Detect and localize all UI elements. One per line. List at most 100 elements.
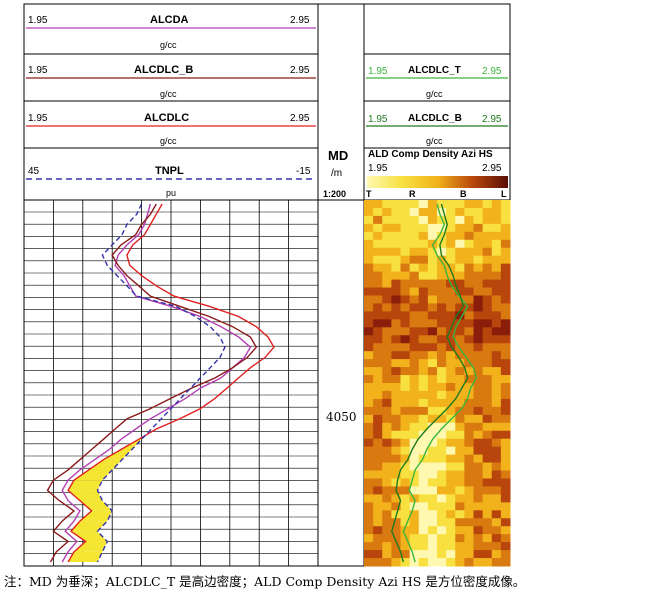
image-cell	[382, 207, 392, 217]
density-image	[364, 200, 511, 567]
image-cell	[391, 287, 402, 296]
image-cell	[455, 470, 465, 479]
image-cell	[482, 478, 493, 487]
image-cell	[491, 239, 502, 249]
image-cell	[491, 215, 502, 225]
image-cell	[500, 287, 511, 296]
image-cell	[391, 462, 402, 472]
alcdlc-t-min: 1.95	[368, 66, 388, 77]
image-cell	[437, 375, 447, 384]
image-cell	[446, 502, 456, 511]
image-cell	[446, 422, 456, 432]
image-cell	[418, 406, 429, 416]
image-cell	[400, 510, 411, 519]
image-cell	[500, 207, 511, 217]
image-cell	[500, 319, 511, 328]
image-cell	[437, 550, 447, 559]
image-cell	[473, 390, 484, 400]
image-cell	[391, 335, 402, 344]
image-cell	[473, 446, 484, 456]
image-cell	[446, 207, 456, 217]
image-cell	[464, 215, 475, 225]
image-cell	[400, 383, 411, 392]
sector-t: T	[366, 189, 372, 199]
image-cell	[418, 311, 429, 320]
image-cell	[482, 335, 493, 344]
image-cell	[391, 207, 402, 217]
image-cell	[500, 558, 511, 567]
image-cell	[427, 422, 438, 432]
image-cell	[500, 390, 511, 400]
image-cell	[500, 335, 511, 344]
alcdlc-unit: g/cc	[160, 136, 177, 146]
image-cell	[391, 200, 402, 209]
image-cell	[446, 454, 456, 464]
image-cell	[418, 231, 429, 241]
image-cell	[464, 311, 475, 320]
image-cell	[491, 263, 502, 273]
image-cell	[400, 550, 411, 559]
image-cell	[373, 311, 383, 320]
image-cell	[491, 383, 502, 392]
image-cell	[364, 510, 374, 519]
image-cell	[500, 542, 511, 551]
image-cell	[482, 263, 493, 273]
image-cell	[437, 454, 447, 464]
image-cell	[464, 287, 475, 296]
crossover-fill	[88, 459, 122, 470]
image-cell	[382, 470, 392, 479]
image-cell	[446, 271, 456, 281]
image-cell	[373, 430, 383, 440]
image-cell	[400, 319, 411, 328]
image-cell	[491, 271, 502, 281]
image-cell	[491, 200, 502, 209]
image-cell	[409, 207, 420, 217]
image-cell	[437, 311, 447, 320]
image-cell	[382, 319, 392, 328]
image-cell	[482, 446, 493, 456]
image-cell	[409, 486, 420, 495]
image-cell	[500, 359, 511, 368]
image-cell	[473, 550, 484, 559]
image-cell	[373, 390, 383, 400]
image-cell	[364, 335, 374, 344]
image-cell	[409, 414, 420, 424]
image-cell	[473, 255, 484, 265]
image-cell	[382, 239, 392, 249]
image-cell	[455, 200, 465, 209]
image-cell	[391, 446, 402, 456]
image-cell	[437, 398, 447, 408]
image-cell	[455, 247, 465, 257]
image-cell	[418, 383, 429, 392]
image-cell	[482, 558, 493, 567]
image-cell	[364, 398, 374, 408]
image-cell	[400, 207, 411, 217]
image-cell	[500, 223, 511, 233]
image-cell	[391, 215, 402, 225]
image-cell	[427, 200, 438, 209]
image-cell	[473, 558, 484, 567]
image-cell	[391, 534, 402, 543]
image-cell	[491, 430, 502, 440]
image-cell	[364, 223, 374, 233]
image-cell	[473, 207, 484, 217]
image-cell	[500, 422, 511, 432]
image-cell	[382, 367, 392, 376]
image-cell	[455, 343, 465, 352]
image-cell	[446, 510, 456, 519]
image-cell	[400, 263, 411, 273]
image-cell	[391, 279, 402, 289]
image-cell	[491, 422, 502, 432]
image-cell	[437, 462, 447, 472]
image-cell	[400, 287, 411, 296]
image-cell	[373, 351, 383, 360]
image-cell	[464, 422, 475, 432]
image-cell	[464, 542, 475, 551]
image-cell	[500, 534, 511, 543]
image-cell	[427, 454, 438, 464]
image-cell	[482, 207, 493, 217]
image-cell	[500, 215, 511, 225]
image-cell	[464, 359, 475, 368]
image-cell	[455, 215, 465, 225]
image-cell	[455, 287, 465, 296]
